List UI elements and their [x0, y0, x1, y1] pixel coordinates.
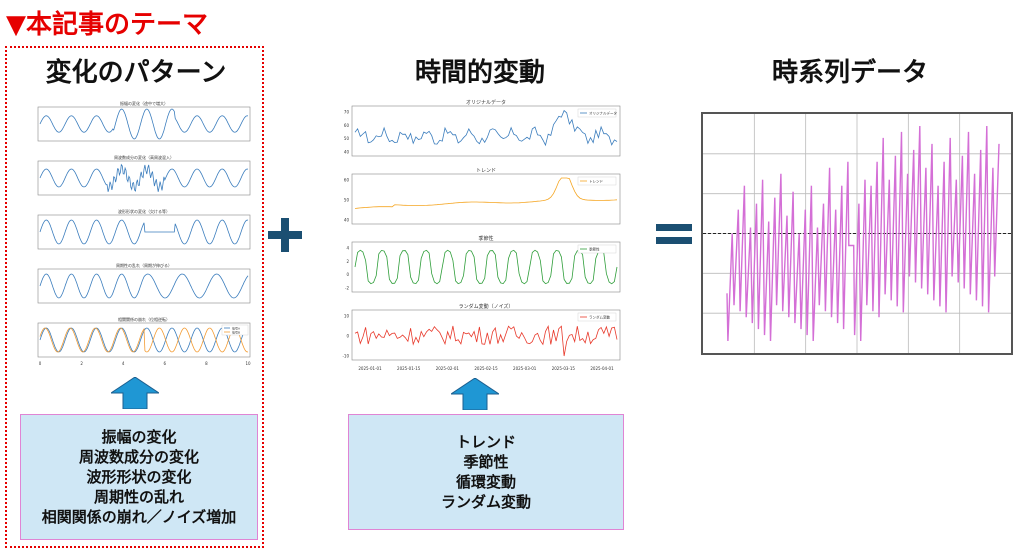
legend-box: [221, 324, 249, 336]
y-tick-label: 40: [344, 218, 350, 223]
up-arrow-icon: [111, 377, 159, 409]
variation-desc-line: ランダム変動: [440, 493, 531, 511]
legend-box: [577, 312, 617, 322]
y-tick-label: 0: [346, 272, 349, 277]
pattern-description-box: 振幅の変化 周波数成分の変化 波形形状の変化 周期性の乱れ 相関関係の崩れ／ノイ…: [20, 414, 258, 540]
panel-subtitle: 周期性の乱れ（周期が伸びる）: [116, 262, 172, 268]
series-line: [354, 177, 618, 209]
pattern-panels: 振幅の変化（途中で増大） 周波数成分の変化（高周波混入） 波形形状の変化（欠ける等）…: [14, 100, 258, 370]
pattern-column-title: 変化のパターン: [45, 58, 227, 88]
legend-label: 季節性: [589, 247, 600, 252]
legend-label: ランダム変動: [589, 315, 610, 320]
legend-box: [577, 176, 617, 186]
y-tick-label: -10: [342, 354, 349, 359]
series-line: [354, 249, 618, 285]
x-tick-label: 2025-02-15: [474, 366, 498, 370]
y-tick-label: 2: [346, 259, 349, 264]
legend-label: トレンド: [589, 180, 603, 184]
y-tick-label: 60: [344, 178, 350, 183]
panel-subtitle: 相関関係の崩れ（位相逆転）: [118, 316, 170, 322]
variation-desc-line: 循環変動: [455, 473, 516, 491]
y-tick-label: 4: [346, 246, 349, 251]
series-column-title: 時系列データ: [771, 58, 928, 88]
x-tick-label: 0: [39, 361, 42, 366]
wave-period-line: [39, 273, 249, 299]
x-tick-label: 10: [245, 361, 251, 366]
x-tick-label: 8: [205, 361, 208, 366]
y-tick-label: 50: [344, 136, 350, 141]
variation-charts: オリジナルデータ70605040オリジナルデータトレンド605040トレンド季節…: [342, 99, 621, 371]
y-tick-label: 10: [344, 314, 350, 319]
y-tick-label: 40: [344, 150, 350, 155]
pattern-desc-line: 周期性の乱れ: [93, 488, 184, 506]
legend-box: [577, 244, 617, 254]
x-tick-label: 2025-01-15: [397, 366, 421, 370]
x-tick-label: 2025-04-01: [590, 366, 614, 370]
panel-frame: [37, 160, 251, 196]
panel-subtitle: 周波数成分の変化（高周波混入）: [114, 154, 174, 160]
wave-frequency-line: [39, 163, 249, 192]
variation-desc-line: トレンド: [455, 433, 516, 451]
pattern-desc-line: 振幅の変化: [101, 428, 177, 446]
time-series-line: [726, 125, 1000, 342]
panel-frame: [351, 309, 621, 361]
wave-shape-line: [39, 219, 249, 245]
series-chart: [703, 114, 1011, 353]
panel-subtitle: 季節性: [478, 235, 493, 242]
wave-signal-b-line: [39, 327, 249, 353]
series-line: [354, 325, 618, 357]
legend-label: 信号A: [232, 326, 241, 331]
article-theme-title: ▼本記事のテーマ: [6, 10, 208, 40]
pattern-desc-line: 相関関係の崩れ／ノイズ増加: [41, 508, 237, 526]
y-tick-label: 50: [344, 198, 350, 203]
x-tick-label: 2: [80, 361, 83, 366]
pattern-charts: 振幅の変化（途中で増大） 周波数成分の変化（高周波混入） 波形形状の変化（欠ける等）…: [37, 100, 251, 366]
x-tick-label: 2025-01-01: [358, 366, 382, 370]
y-tick-label: 70: [344, 110, 350, 115]
legend-box: [577, 108, 617, 118]
x-tick-label: 2025-03-01: [513, 366, 537, 370]
pattern-desc-line: 波形形状の変化: [86, 468, 192, 486]
theme-highlight-box: [5, 46, 264, 548]
legend-label: オリジナルデータ: [589, 111, 617, 116]
panel-subtitle: 波形形状の変化（欠ける等）: [118, 208, 170, 214]
y-tick-label: 60: [344, 123, 350, 128]
panel-subtitle: オリジナルデータ: [466, 99, 506, 106]
panel-subtitle: ランダム変動（ノイズ）: [459, 303, 514, 310]
x-tick-label: 2025-02-01: [436, 366, 460, 370]
up-arrow-icon: [451, 378, 499, 410]
variation-desc-line: 季節性: [463, 453, 509, 471]
series-chart-frame: [701, 112, 1013, 355]
variation-column-title: 時間的変動: [414, 58, 545, 88]
x-tick-label: 6: [164, 361, 167, 366]
pattern-desc-line: 周波数成分の変化: [78, 448, 199, 466]
variation-panels: オリジナルデータ 70 60 50 40 オリジナルデータ トレンド 60 50 40 トレンド 季節…: [330, 98, 630, 371]
y-tick-label: -2: [345, 286, 349, 291]
y-tick-label: 0: [346, 334, 349, 339]
x-tick-label: 2025-03-15: [552, 366, 576, 370]
panel-subtitle: トレンド: [476, 168, 496, 174]
legend-label: 信号B: [232, 330, 240, 335]
panel-frame: [351, 173, 621, 225]
panel-subtitle: 振幅の変化（途中で増大）: [120, 100, 168, 106]
panel-frame: [351, 105, 621, 157]
plus-icon: [268, 218, 302, 252]
wave-amplitude-line: [39, 108, 249, 140]
variation-description-box: トレンド 季節性 循環変動 ランダム変動: [348, 414, 624, 530]
x-tick-label: 4: [122, 361, 125, 366]
panel-frame: [37, 214, 251, 250]
equals-icon: [656, 224, 692, 244]
series-line: [354, 109, 618, 147]
